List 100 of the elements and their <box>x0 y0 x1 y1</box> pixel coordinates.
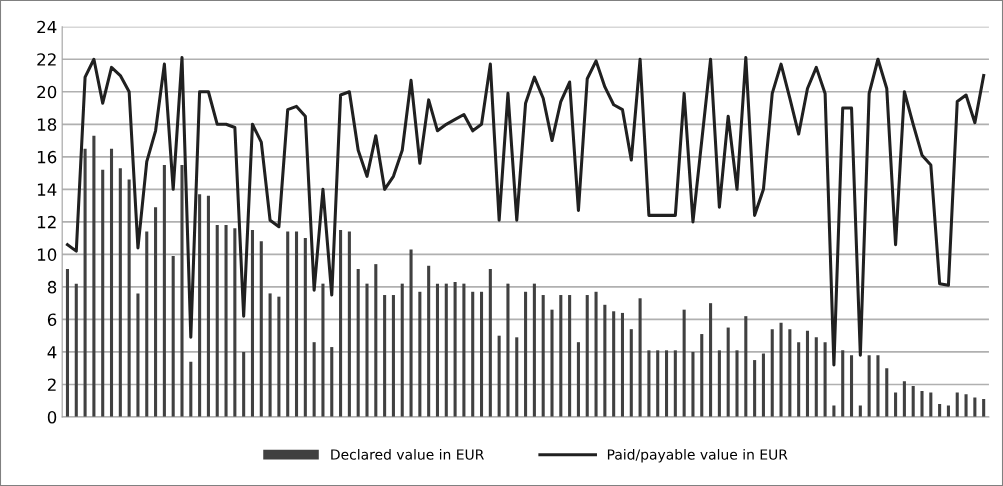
y-tick-label: 14 <box>37 183 57 196</box>
bar <box>479 291 484 417</box>
bar <box>391 295 395 417</box>
bar <box>761 353 765 417</box>
legend-label: Paid/payable value in EUR <box>607 449 788 463</box>
bar <box>797 342 801 417</box>
bar <box>127 179 131 417</box>
bar <box>849 355 854 417</box>
bar <box>471 291 475 417</box>
bar <box>356 269 360 417</box>
bar <box>259 241 263 417</box>
bar <box>929 392 933 417</box>
bar <box>92 135 96 417</box>
bar <box>268 293 272 417</box>
bar <box>823 342 827 417</box>
bar <box>894 392 898 417</box>
bar <box>180 164 184 417</box>
bar <box>841 350 845 417</box>
bar <box>453 282 457 417</box>
bar <box>339 229 343 417</box>
bar <box>673 350 677 417</box>
bar <box>409 249 413 417</box>
y-tick-label: 0 <box>47 410 57 424</box>
bar <box>233 228 237 417</box>
y-tick-label: 4 <box>47 346 57 359</box>
bar <box>726 327 730 417</box>
bar <box>682 309 686 417</box>
bar <box>647 350 651 417</box>
y-tick-label: 22 <box>37 53 56 66</box>
bar <box>74 283 78 417</box>
bar <box>462 283 466 417</box>
bar <box>779 322 783 417</box>
y-tick-label: 12 <box>37 215 56 229</box>
bar <box>973 397 977 417</box>
bar <box>215 225 219 417</box>
bar <box>118 168 122 417</box>
bar <box>753 360 757 417</box>
bar <box>788 329 792 417</box>
legend-label: Declared value in EUR <box>331 449 484 460</box>
bar <box>435 283 440 417</box>
bar <box>964 394 968 417</box>
bar <box>224 225 228 417</box>
bar <box>805 330 810 417</box>
bar <box>938 403 942 417</box>
bar <box>576 342 580 417</box>
bar <box>250 229 255 417</box>
bar <box>312 342 316 417</box>
bar <box>982 399 986 417</box>
bar <box>885 368 889 417</box>
bar <box>242 351 246 417</box>
y-tick-label: 10 <box>37 248 57 261</box>
bar <box>374 264 378 417</box>
y-tick-label: 16 <box>37 150 57 164</box>
bar <box>400 283 404 417</box>
bar <box>691 351 695 417</box>
bar <box>497 335 501 417</box>
bar <box>867 355 871 417</box>
bar <box>277 296 281 417</box>
bar <box>444 283 448 417</box>
bar <box>189 361 193 417</box>
bar <box>365 283 369 417</box>
bar <box>488 269 492 417</box>
bar <box>603 304 607 417</box>
bar <box>717 350 721 417</box>
bar <box>638 298 642 417</box>
bar <box>585 295 589 417</box>
y-tick-label: 24 <box>37 20 57 34</box>
bar <box>532 283 536 417</box>
bar <box>594 291 598 417</box>
y-tick-label: 2 <box>47 378 56 391</box>
bar <box>612 311 616 417</box>
bar <box>347 231 351 417</box>
bar <box>206 195 210 417</box>
bar <box>911 386 915 417</box>
bar <box>524 291 528 417</box>
bar <box>541 295 545 417</box>
bar <box>550 309 554 417</box>
bar <box>101 169 105 417</box>
bar <box>65 269 70 417</box>
y-tick-label: 8 <box>47 280 57 294</box>
bar <box>286 231 290 417</box>
bar <box>109 148 114 417</box>
bar <box>770 329 774 417</box>
bar <box>559 295 563 417</box>
bar <box>136 293 140 417</box>
bar <box>656 350 660 417</box>
bar <box>664 350 669 417</box>
bar <box>506 283 510 417</box>
bar <box>902 381 906 417</box>
bar <box>162 164 166 417</box>
bar <box>198 194 202 417</box>
bar <box>620 312 625 417</box>
bar <box>83 148 87 417</box>
bar <box>744 316 748 417</box>
bar <box>709 303 713 417</box>
bar <box>568 295 572 417</box>
bar <box>330 347 334 417</box>
bar <box>418 291 422 417</box>
bar <box>515 337 519 417</box>
y-tick-label: 20 <box>37 85 57 99</box>
